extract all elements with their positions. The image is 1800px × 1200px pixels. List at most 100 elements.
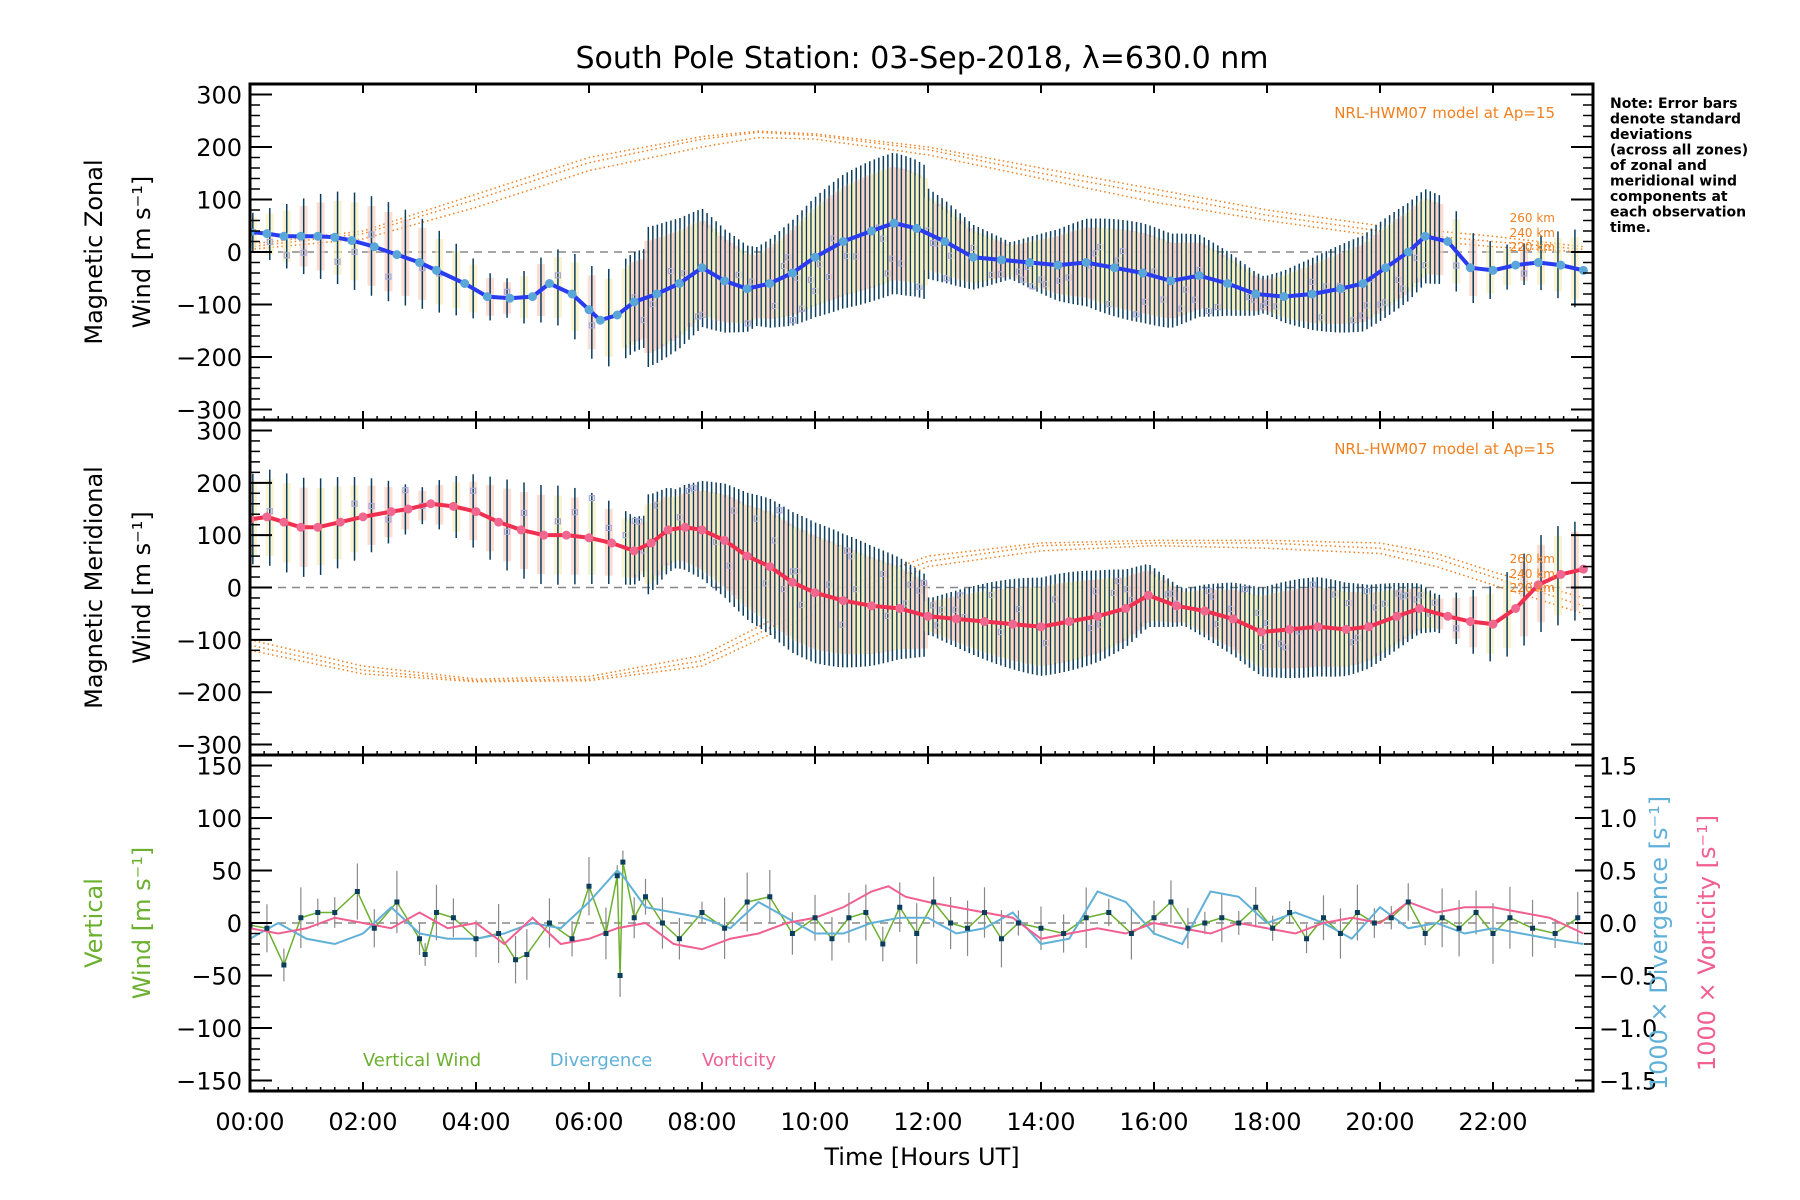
- vertical-wind-point: [422, 952, 428, 957]
- vertical-wind-point: [603, 931, 609, 936]
- mean-wind-point: [296, 231, 306, 241]
- vertical-wind-point: [354, 889, 360, 894]
- mean-wind-point: [527, 292, 537, 302]
- zone-point: [943, 275, 950, 282]
- mean-wind-point: [765, 562, 775, 572]
- mean-wind-point: [330, 232, 340, 242]
- y-tick-label: 300: [196, 82, 242, 110]
- model-curve: [250, 136, 1584, 253]
- chart-title: South Pole Station: 03-Sep-2018, λ=630.0…: [575, 41, 1268, 76]
- zone-point: [385, 516, 392, 523]
- mean-wind-point: [1341, 624, 1351, 634]
- vertical-wind-point: [1422, 931, 1428, 936]
- mean-wind-point: [279, 517, 289, 527]
- mean-wind-point: [787, 268, 797, 278]
- zone-point: [636, 518, 643, 525]
- mean-wind-point: [968, 252, 978, 262]
- vertical-wind-point: [744, 899, 750, 905]
- vertical-wind-point: [829, 936, 835, 942]
- x-tick-label: 08:00: [667, 1108, 736, 1136]
- mean-wind-point: [1415, 603, 1425, 613]
- mean-wind-point: [1121, 603, 1131, 613]
- vertical-wind-point: [450, 915, 456, 921]
- mean-wind-point: [482, 292, 492, 302]
- note-line: components at: [1610, 189, 1728, 205]
- mean-wind-point: [1008, 619, 1018, 629]
- divergence-axis-title: 1000 × Divergence [s⁻¹]: [1645, 796, 1673, 1090]
- altitude-label: 260 km: [1510, 211, 1555, 225]
- x-tick-label: 22:00: [1458, 1108, 1527, 1136]
- mean-wind-point: [1556, 260, 1566, 270]
- mean-wind-point: [262, 512, 272, 522]
- mean-wind-point: [386, 507, 396, 517]
- zone-point: [368, 502, 375, 510]
- mean-wind-point: [279, 231, 289, 241]
- mean-wind-point: [358, 512, 368, 522]
- vertical-wind-point: [914, 931, 920, 936]
- mean-wind-point: [1392, 611, 1402, 621]
- note-line: Note: Error bars: [1610, 96, 1737, 112]
- y-tick-label: −200: [176, 344, 242, 372]
- zone-point: [916, 283, 923, 290]
- mean-wind-point: [742, 284, 752, 294]
- vertical-wind-point: [1083, 915, 1089, 921]
- vertical-wind-point: [332, 910, 338, 915]
- mean-wind-point: [1556, 569, 1566, 579]
- vorticity-line: [250, 885, 1584, 951]
- y-axis-title-line2: Wind [m s⁻¹]: [128, 847, 156, 999]
- zone-point: [334, 258, 341, 265]
- x-tick-label: 18:00: [1232, 1108, 1301, 1136]
- zone-point: [1453, 262, 1460, 269]
- mean-wind-point: [1358, 279, 1368, 288]
- mean-wind-point: [838, 237, 848, 246]
- mean-wind-point: [765, 279, 775, 288]
- zone-point: [351, 248, 358, 255]
- mean-wind-point: [940, 237, 950, 246]
- vertical-wind-point: [614, 873, 620, 879]
- y-tick-label: −300: [176, 732, 242, 760]
- model-label: NRL-HWM07 model at Ap=15: [1334, 104, 1555, 122]
- y-tick-label: 100: [196, 522, 242, 550]
- vertical-wind-point: [642, 894, 648, 900]
- mean-wind-point: [1488, 619, 1498, 629]
- mean-wind-point: [584, 305, 594, 315]
- mean-wind-point: [629, 297, 639, 307]
- panel-vertical: Vertical Wind Divergence Vorticity 1.5 1.0 0.…: [80, 753, 1721, 1096]
- vertical-wind-point: [789, 931, 795, 936]
- mean-wind-point: [895, 603, 905, 613]
- vertical-wind-point: [1015, 920, 1021, 926]
- zone-point: [385, 273, 392, 280]
- altitude-label: 220 km: [1510, 581, 1555, 595]
- x-tick-label: 20:00: [1345, 1108, 1414, 1136]
- y-axis-title-line2: Wind [m s⁻¹]: [128, 511, 156, 663]
- vertical-wind-point: [1151, 915, 1157, 921]
- mean-wind-point: [471, 507, 481, 517]
- note-line: time.: [1610, 220, 1651, 236]
- mean-wind-point: [1200, 606, 1210, 616]
- mean-wind-point: [1364, 622, 1374, 632]
- vertical-wind-point: [1185, 925, 1191, 931]
- zone-point: [690, 484, 697, 492]
- mean-wind-point: [426, 499, 436, 509]
- model-curve: [250, 539, 1584, 680]
- zone-point: [744, 320, 751, 327]
- mean-wind-point: [1443, 611, 1453, 621]
- vertical-wind-point: [1507, 915, 1513, 921]
- mean-wind-point: [1092, 611, 1102, 621]
- vertical-wind-point: [586, 883, 592, 889]
- mean-wind-point: [561, 530, 571, 540]
- model-curve: [250, 130, 1584, 248]
- zone-point: [351, 500, 358, 507]
- mean-wind-point: [652, 289, 662, 299]
- vertical-wind-point: [1236, 920, 1242, 926]
- y-tick-label: 0: [227, 910, 242, 938]
- mean-wind-point: [1381, 263, 1391, 273]
- vertical-wind-point: [1219, 915, 1225, 921]
- zone-point: [1241, 585, 1249, 593]
- vertical-wind-point: [1371, 920, 1377, 926]
- mean-wind-point: [431, 265, 441, 275]
- zone-point: [300, 249, 307, 256]
- model-curve: [250, 542, 1584, 682]
- mean-wind-point: [584, 533, 594, 543]
